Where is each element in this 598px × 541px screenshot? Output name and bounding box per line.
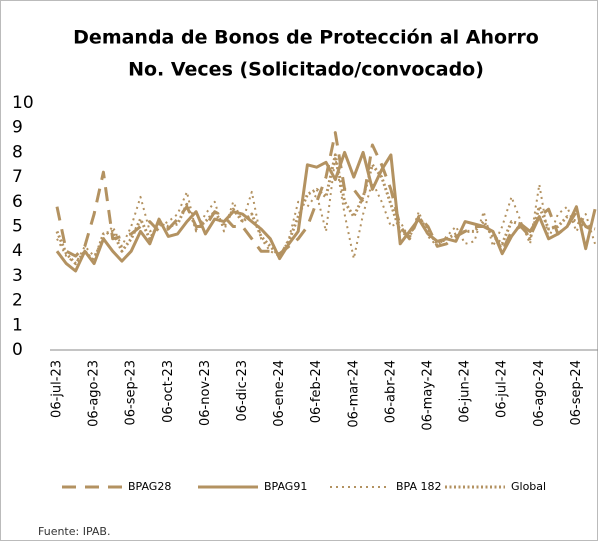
y-tick-label: 7 — [12, 167, 23, 187]
y-tick-label: 9 — [12, 118, 23, 138]
x-tick-label: 06-may-24 — [421, 360, 436, 431]
legend-label: BPA 182 — [396, 480, 442, 493]
y-tick-label: 2 — [12, 291, 23, 311]
series-line — [55, 150, 597, 273]
x-tick-label: 06-mar-24 — [346, 360, 361, 428]
x-tick-label: 06-sep-23 — [124, 360, 139, 426]
y-tick-label: 8 — [12, 142, 23, 162]
x-tick-label: 06-jul-23 — [50, 360, 65, 418]
x-tick-label: 06-ene-24 — [272, 360, 287, 427]
y-tick-label: 0 — [12, 340, 23, 360]
y-tick-label: 4 — [12, 241, 23, 261]
y-tick-label: 6 — [12, 192, 23, 212]
y-tick-label: 3 — [12, 266, 23, 286]
x-tick-label: 06-feb-24 — [309, 360, 324, 423]
chart-subtitle: No. Veces (Solicitado/convocado) — [128, 59, 484, 81]
legend-label: Global — [511, 480, 546, 493]
x-tick-label: 06-oct-23 — [161, 360, 176, 423]
y-tick-label: 10 — [12, 93, 34, 113]
x-tick-label: 06-abr-24 — [383, 360, 398, 423]
y-tick-label: 5 — [12, 217, 23, 237]
y-tick-label: 1 — [12, 315, 23, 335]
series-line — [56, 156, 596, 265]
x-tick-label: 06-jun-24 — [458, 360, 473, 423]
x-tick-label: 06-dic-23 — [235, 360, 250, 421]
legend-label: BPAG28 — [128, 480, 171, 493]
x-tick-label: 06-ago-23 — [87, 360, 102, 427]
chart-title: Demanda de Bonos de Protección al Ahorro — [73, 27, 539, 49]
legend-label: BPAG91 — [264, 480, 307, 493]
x-tick-label: 06-jul-24 — [495, 360, 510, 418]
x-tick-label: 06-ago-24 — [532, 360, 547, 427]
series-line — [55, 131, 596, 258]
x-tick-label: 06-nov-23 — [198, 360, 213, 426]
source: Fuente: IPAB. — [38, 525, 110, 538]
x-tick-label: 06-sep-24 — [569, 360, 584, 426]
